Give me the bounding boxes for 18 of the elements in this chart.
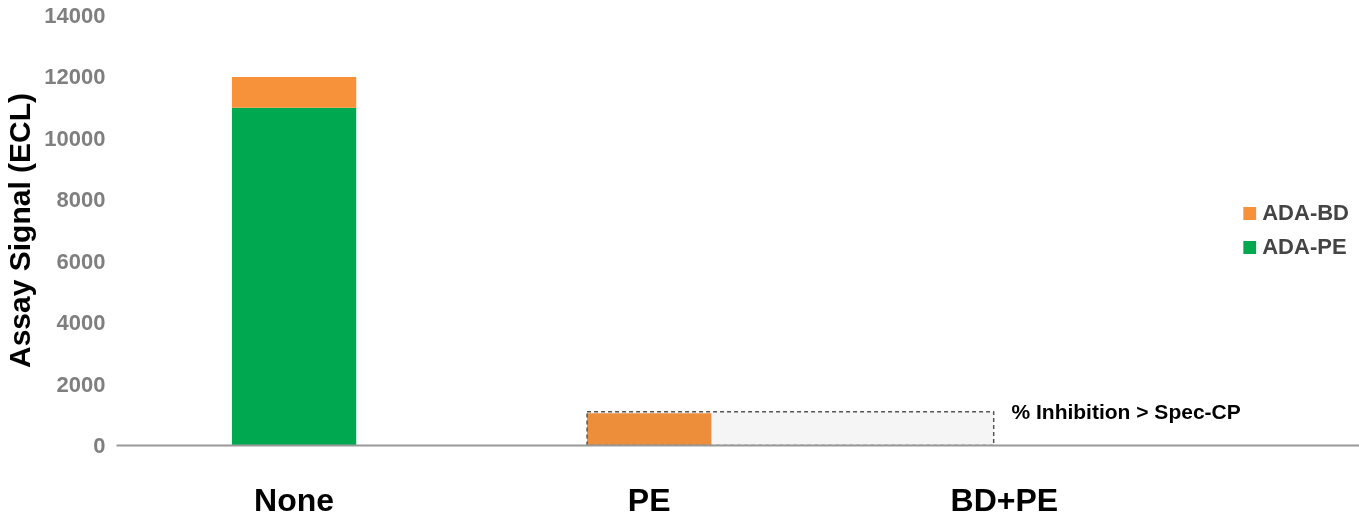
band-label: % Inhibition > Spec-CP (1011, 400, 1241, 424)
legend-label: ADA-PE (1262, 234, 1347, 260)
y-tick-label: 14000 (44, 3, 106, 28)
legend-label: ADA-BD (1262, 200, 1349, 226)
y-tick-label: 2000 (56, 371, 106, 397)
bar (231, 76, 357, 108)
y-tick-label: 8000 (56, 187, 106, 213)
y-tick-label: 10000 (44, 125, 106, 151)
y-tick-label: 4000 (56, 310, 106, 336)
bar (231, 107, 357, 446)
y-tick-label: 0 (93, 433, 106, 458)
bar (587, 413, 712, 446)
x-tick-label: BD+PE (950, 481, 1059, 518)
y-axis-title: Assay Signal (ECL) (3, 92, 37, 369)
x-tick-label: None (254, 481, 335, 518)
y-tick-label: 12000 (44, 64, 106, 90)
y-tick-label: 6000 (56, 248, 106, 274)
x-tick-label: PE (627, 481, 671, 518)
